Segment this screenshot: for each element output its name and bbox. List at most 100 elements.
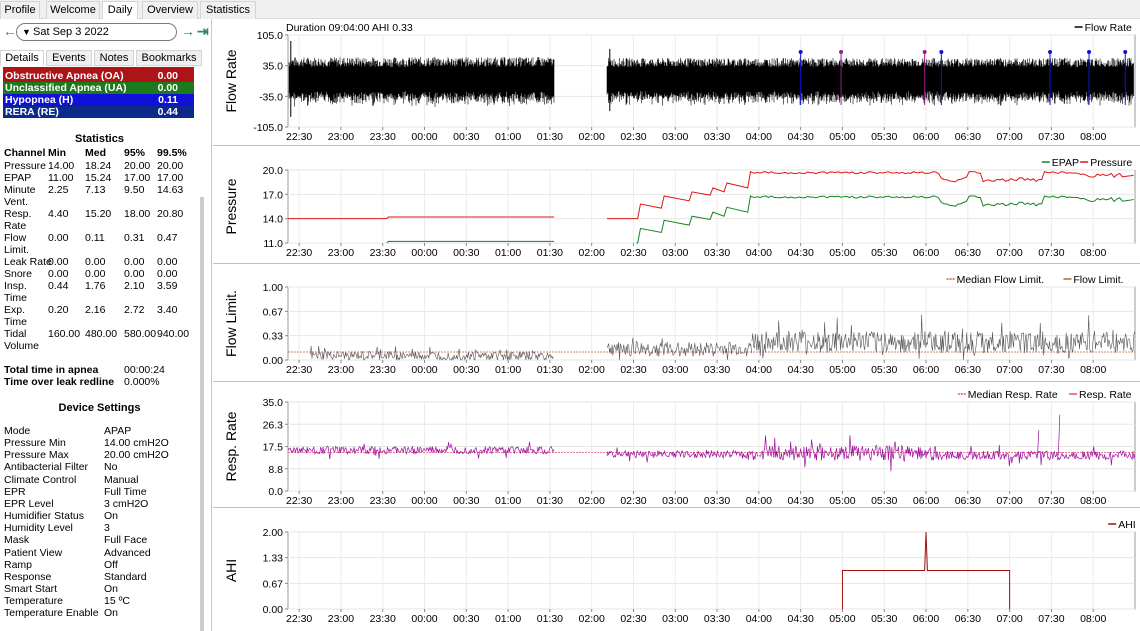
x-tick-label: 01:00 bbox=[495, 131, 521, 143]
graph-separator[interactable] bbox=[213, 381, 1140, 382]
event-flag-marker bbox=[1048, 50, 1053, 54]
graph-ahi[interactable]: AHI 2.00 1.33 0.67 0.00 22:30 23:00 23:30 00:00 0… bbox=[213, 508, 1140, 631]
setting-row: Humidifier Status On bbox=[4, 510, 199, 522]
tab-welcome[interactable]: Welcome bbox=[46, 1, 100, 19]
x-tick-label: 23:00 bbox=[328, 613, 354, 625]
subtab-details[interactable]: Details bbox=[0, 50, 44, 66]
x-tick-label: 23:30 bbox=[370, 247, 396, 259]
graph-pressure-svg[interactable]: Pressure 20.0 17.0 14.0 11.022:30 23:00 23:30 0… bbox=[213, 146, 1140, 264]
setting-value: Full Time bbox=[104, 485, 147, 498]
graph-separator[interactable] bbox=[213, 145, 1140, 146]
x-tick-label: 23:00 bbox=[328, 131, 354, 143]
y-tick-label: 0.67 bbox=[263, 306, 284, 318]
left-arrow-icon[interactable]: ← bbox=[3, 23, 17, 39]
stats-value: 940.00 bbox=[157, 328, 190, 340]
event-label: Unclassified Apnea (UA) bbox=[5, 82, 127, 94]
x-tick-label: 07:30 bbox=[1038, 364, 1064, 376]
setting-label: Humidity Level bbox=[4, 522, 73, 535]
event-value: 0.00 bbox=[157, 82, 178, 94]
setting-row: Ramp Off bbox=[4, 559, 199, 571]
graph-resp[interactable]: Resp. Rate 35.0 26.3 17.5 8.8 0.0 22:30 23:00 23… bbox=[213, 382, 1140, 508]
x-tick-label: 03:30 bbox=[704, 131, 730, 143]
stats-row: Pressure 14.00 18.24 20.00 20.00 bbox=[4, 160, 199, 172]
setting-value: No bbox=[104, 461, 118, 474]
tab-statistics[interactable]: Statistics bbox=[200, 1, 256, 19]
stats-value: 20.00 bbox=[157, 160, 184, 172]
stats-label: Flow Limit. bbox=[4, 232, 30, 256]
x-tick-label: 00:30 bbox=[453, 364, 479, 376]
cell: Min bbox=[48, 147, 67, 159]
stats-value: 20.00 bbox=[124, 160, 151, 172]
graph-flow-svg[interactable]: Flow Rate 105.0 35.0 -35.0 -105.022:30 23:00 2… bbox=[213, 19, 1140, 146]
event-label: RERA (RE) bbox=[5, 106, 59, 118]
x-tick-label: 04:00 bbox=[746, 247, 772, 259]
details-scrollbar[interactable] bbox=[200, 197, 204, 631]
detail-tab-bar: Details Events Notes Bookmarks bbox=[0, 50, 206, 66]
statistics-title: Statistics bbox=[75, 133, 124, 145]
graph-separator[interactable] bbox=[213, 263, 1140, 264]
stats-value: 15.20 bbox=[85, 208, 112, 220]
x-tick-label: 04:00 bbox=[746, 131, 772, 143]
y-tick-label: -105.0 bbox=[253, 122, 283, 134]
stats-value: 15.24 bbox=[85, 172, 112, 184]
setting-row: Mask Full Face bbox=[4, 534, 199, 546]
x-tick-label: 06:00 bbox=[913, 131, 939, 143]
setting-label: Temperature bbox=[4, 595, 63, 608]
subtab-events[interactable]: Events bbox=[46, 50, 92, 66]
x-tick-label: 01:00 bbox=[495, 364, 521, 376]
stats-label: Pressure bbox=[4, 160, 47, 172]
x-tick-label: 01:00 bbox=[495, 495, 521, 507]
tab-daily[interactable]: Daily bbox=[102, 1, 138, 20]
right-arrow-icon[interactable]: → bbox=[181, 23, 195, 39]
event-flag-marker bbox=[1087, 50, 1092, 54]
jump-to-end-icon[interactable]: ⇥ bbox=[197, 23, 209, 39]
setting-value: 3 bbox=[104, 522, 110, 535]
x-tick-label: 05:30 bbox=[871, 247, 897, 259]
stats-value: 0.44 bbox=[48, 280, 69, 292]
subtab-notes[interactable]: Notes bbox=[94, 50, 134, 66]
tab-profile[interactable]: Profile bbox=[0, 1, 40, 19]
stats-value: 1.76 bbox=[85, 280, 106, 292]
setting-label: Antibacterial Filter bbox=[4, 461, 89, 474]
event-flag-marker bbox=[1123, 50, 1128, 54]
legend-label: Flow Rate bbox=[1085, 22, 1132, 34]
stats-row: Resp. Rate 4.40 15.20 18.00 20.80 bbox=[4, 208, 199, 232]
event-row: Obstructive Apnea (OA) 0.00 bbox=[3, 70, 194, 82]
x-tick-label: 07:30 bbox=[1038, 495, 1064, 507]
x-tick-label: 04:00 bbox=[746, 495, 772, 507]
chevron-down-icon: ▼ bbox=[22, 27, 31, 37]
setting-value: 3 cmH2O bbox=[104, 497, 149, 510]
y-tick-label: 0.00 bbox=[263, 604, 284, 616]
x-tick-label: 00:30 bbox=[453, 131, 479, 143]
subtab-bookmarks[interactable]: Bookmarks bbox=[136, 50, 202, 66]
y-tick-label: 1.00 bbox=[263, 282, 284, 294]
graph-resp-svg[interactable]: Resp. Rate 35.0 26.3 17.5 8.8 0.022:30 23:00 23… bbox=[213, 382, 1140, 508]
x-tick-label: 06:00 bbox=[913, 247, 939, 259]
legend-label: Flow Limit. bbox=[1073, 274, 1123, 286]
x-tick-label: 01:30 bbox=[537, 131, 563, 143]
x-tick-label: 06:30 bbox=[955, 247, 981, 259]
graph-flowlim[interactable]: Flow Limit. 1.00 0.67 0.33 0.00 22:30 23:00 23:… bbox=[213, 264, 1140, 382]
setting-row: Patient View Advanced bbox=[4, 547, 199, 559]
y-tick-label: -35.0 bbox=[259, 91, 283, 103]
stats-header-row: Channel Min Med 95% 99.5% bbox=[4, 147, 199, 159]
date-picker[interactable]: ▼ Sat Sep 3 2022 bbox=[16, 23, 177, 41]
stats-value: 17.00 bbox=[157, 172, 184, 184]
graph-pressure[interactable]: Pressure 20.0 17.0 14.0 11.0 22:30 23:00 23:30 0… bbox=[213, 146, 1140, 264]
stats-row: Insp. Time 0.44 1.76 2.10 3.59 bbox=[4, 280, 199, 304]
x-tick-label: 02:00 bbox=[579, 495, 605, 507]
x-tick-label: 22:30 bbox=[286, 495, 312, 507]
y-tick-label: 0.0 bbox=[268, 486, 283, 498]
x-tick-label: 04:30 bbox=[788, 247, 814, 259]
graph-flow[interactable]: Flow Rate 105.0 35.0 -35.0 -105.0 22:30 23:00 2… bbox=[213, 19, 1140, 146]
x-tick-label: 02:00 bbox=[579, 131, 605, 143]
x-tick-label: 00:30 bbox=[453, 247, 479, 259]
graph-separator[interactable] bbox=[213, 507, 1140, 508]
pressure-series bbox=[288, 170, 1134, 220]
setting-value: 15 ºC bbox=[104, 595, 131, 608]
tab-overview[interactable]: Overview bbox=[142, 1, 198, 19]
setting-row: Pressure Max 20.00 cmH2O bbox=[4, 449, 199, 461]
details-pane: Obstructive Apnea (OA) 0.00 Unclassified A… bbox=[0, 67, 199, 630]
